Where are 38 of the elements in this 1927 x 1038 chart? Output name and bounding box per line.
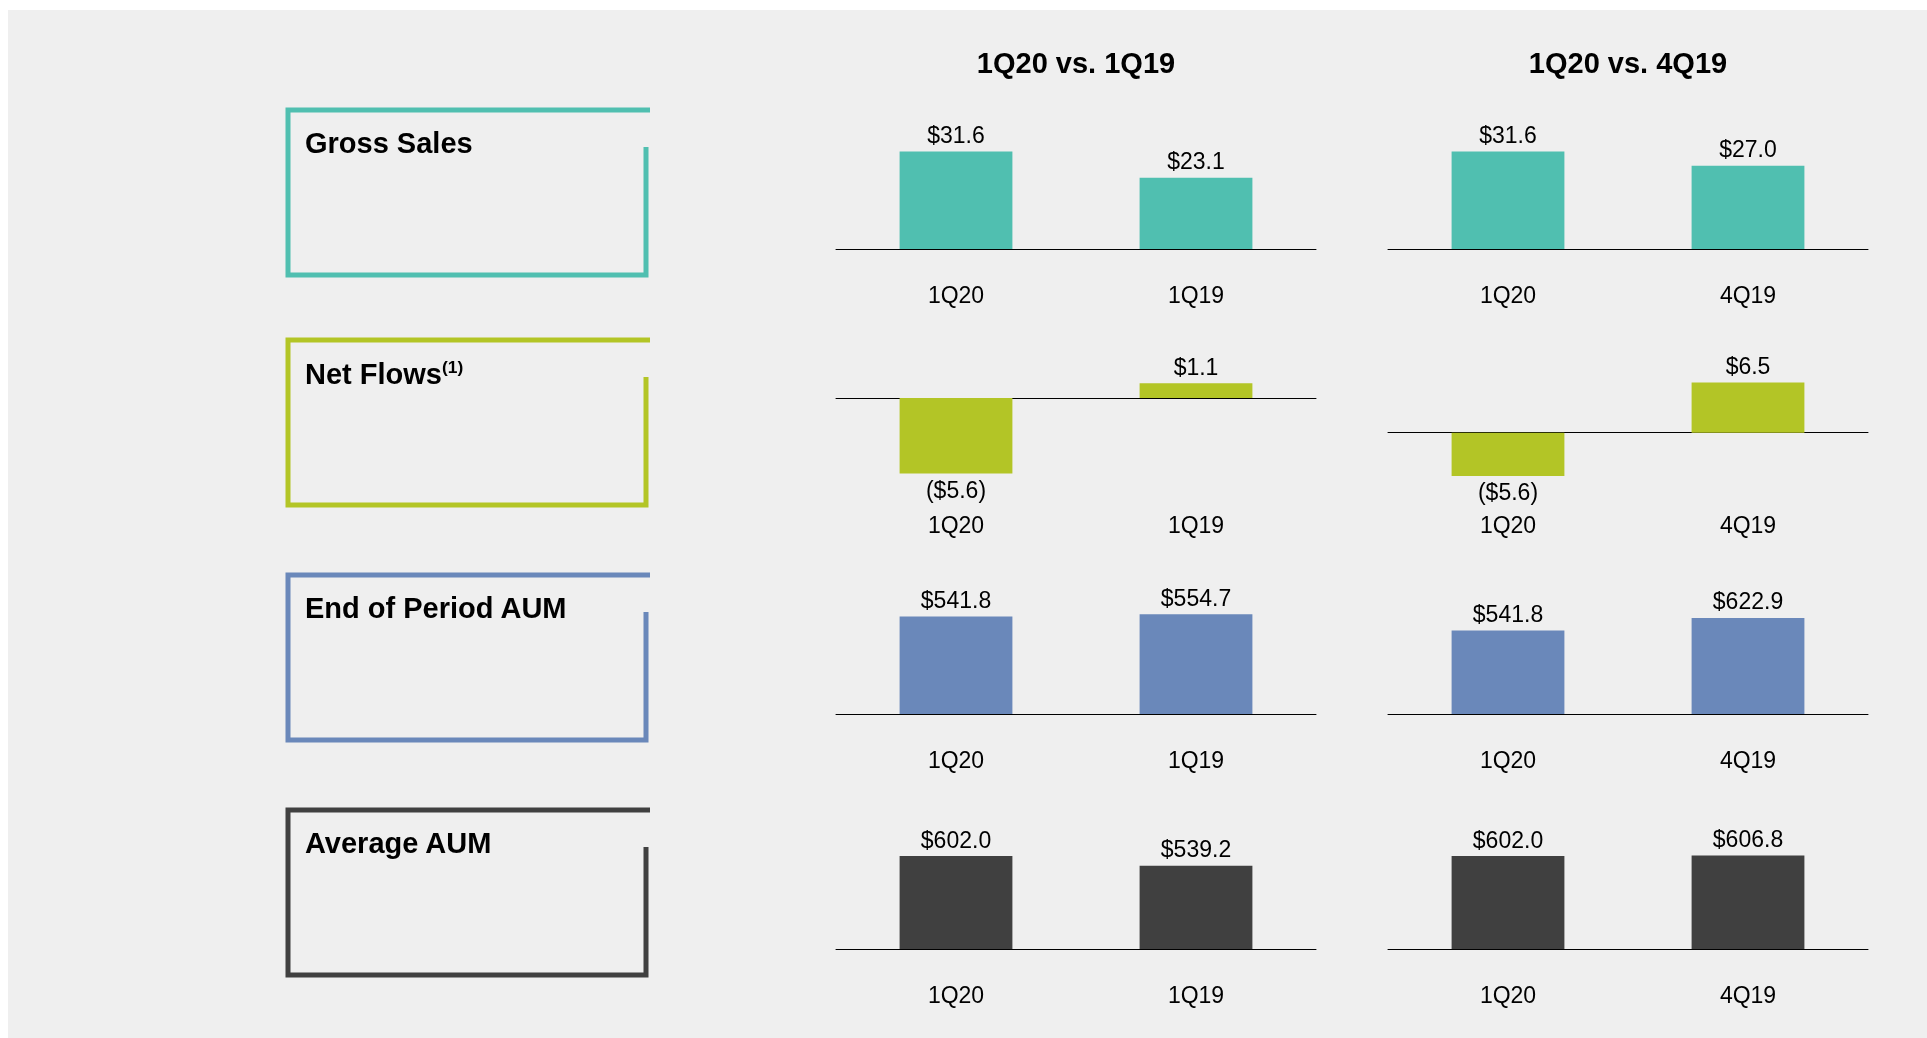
data-label: $31.6 bbox=[1479, 121, 1537, 148]
data-label: $541.8 bbox=[920, 586, 992, 613]
data-label: ($5.6) bbox=[925, 477, 987, 504]
x-tick-label: 4Q19 bbox=[1719, 511, 1777, 538]
data-label: $554.7 bbox=[1160, 584, 1232, 611]
x-tick-label: 1Q19 bbox=[1167, 981, 1225, 1008]
data-label: ($5.6) bbox=[1477, 479, 1539, 506]
text: Average AUM bbox=[305, 827, 492, 860]
x-tick-label: 1Q19 bbox=[1167, 746, 1225, 773]
x-tick-label: 1Q20 bbox=[927, 281, 985, 308]
x-tick-label: 1Q20 bbox=[927, 746, 985, 773]
data-label: $622.9 bbox=[1712, 588, 1784, 615]
data-label: $539.2 bbox=[1160, 836, 1232, 863]
data-label: $606.8 bbox=[1712, 825, 1784, 852]
data-label: $541.8 bbox=[1472, 600, 1544, 627]
x-tick-label: 1Q19 bbox=[1167, 281, 1225, 308]
chart-title: 1Q20 vs. 4Q19 bbox=[1528, 46, 1728, 79]
x-tick-label: 1Q20 bbox=[1479, 281, 1537, 308]
x-tick-label: 1Q20 bbox=[927, 511, 985, 538]
text: Gross Sales bbox=[305, 127, 473, 160]
data-label: $602.0 bbox=[1472, 826, 1544, 853]
x-tick-label: 4Q19 bbox=[1719, 746, 1777, 773]
data-label: $23.1 bbox=[1167, 148, 1225, 175]
x-tick-label: 1Q20 bbox=[1479, 511, 1537, 538]
x-tick-label: 1Q20 bbox=[1479, 981, 1537, 1008]
text: Net Flows$^{(1)}$ bbox=[305, 357, 464, 391]
x-tick-label: 1Q20 bbox=[1479, 746, 1537, 773]
data-label: $602.0 bbox=[920, 826, 992, 853]
chart-title: 1Q20 vs. 1Q19 bbox=[976, 46, 1176, 79]
x-tick-label: 1Q19 bbox=[1167, 511, 1225, 538]
data-label: $1.1 bbox=[1173, 353, 1219, 380]
data-label: $27.0 bbox=[1719, 136, 1777, 163]
x-tick-label: 1Q20 bbox=[927, 981, 985, 1008]
x-tick-label: 4Q19 bbox=[1719, 281, 1777, 308]
x-tick-label: 4Q19 bbox=[1719, 981, 1777, 1008]
data-label: $31.6 bbox=[927, 121, 985, 148]
data-label: $6.5 bbox=[1725, 353, 1771, 380]
text: End of Period AUM bbox=[305, 592, 567, 625]
